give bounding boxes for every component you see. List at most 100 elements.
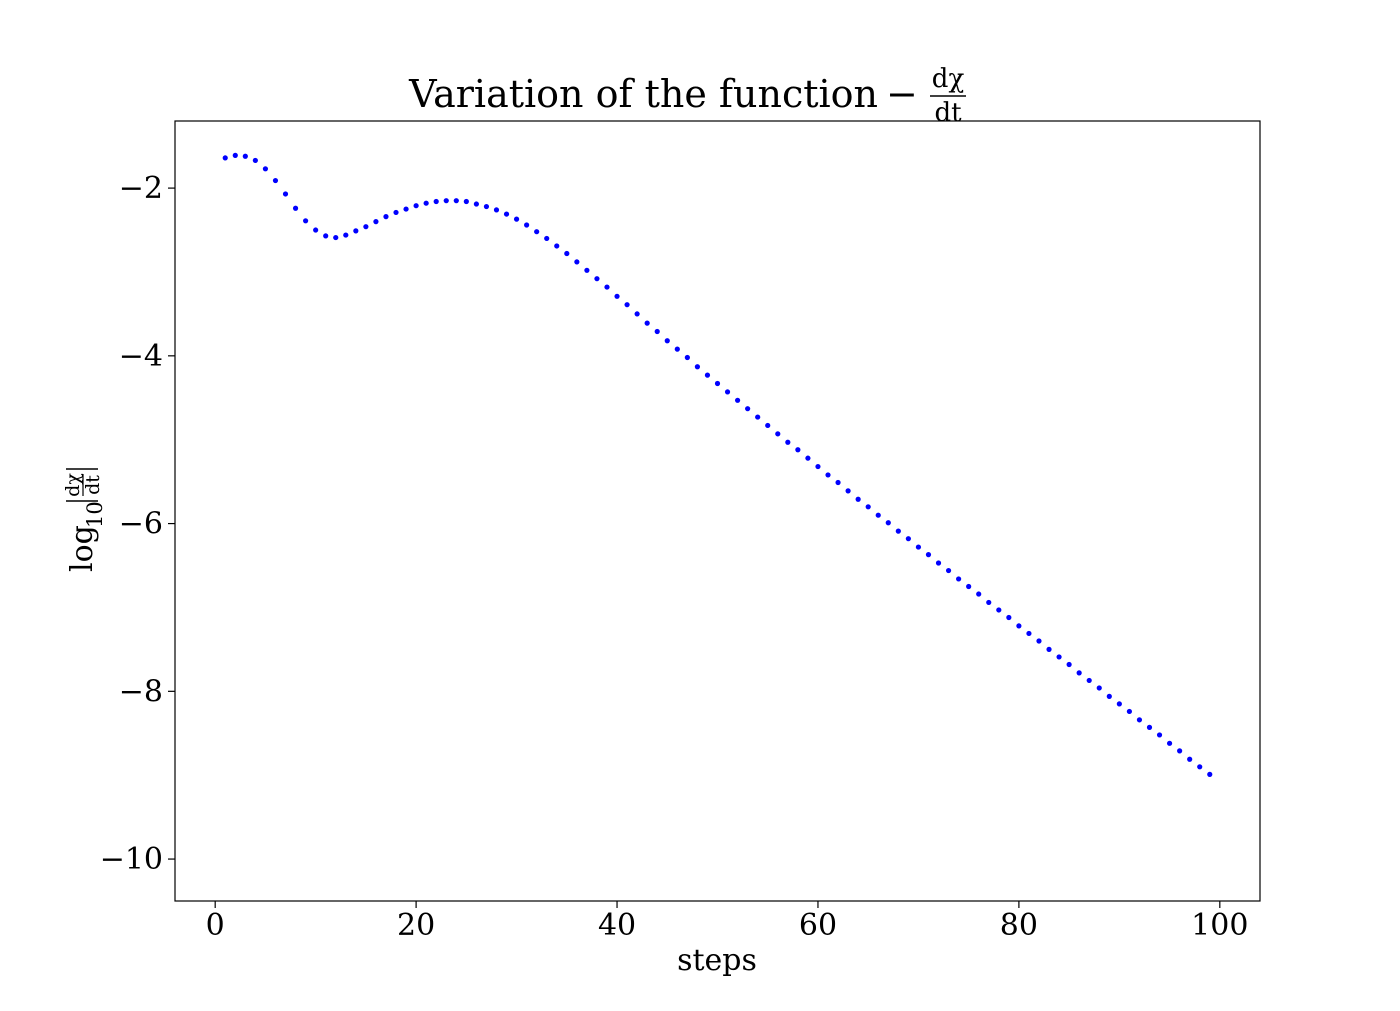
data-point [1106, 693, 1112, 699]
data-point [303, 218, 309, 224]
x-tick-label: 20 [397, 908, 435, 943]
data-point [654, 328, 660, 335]
y-axis-label-fraction-numerator: dχ [62, 473, 84, 497]
y-axis-label-fraction-denominator: dt [82, 475, 104, 495]
data-point [996, 607, 1002, 613]
data-point [1146, 724, 1153, 730]
data-point [865, 504, 871, 510]
data-point [373, 219, 379, 225]
data-point [1126, 708, 1132, 715]
x-tick-label: 40 [598, 908, 636, 943]
data-point [363, 224, 369, 230]
data-point [1086, 677, 1092, 684]
chart-title-fraction-denominator: dt [934, 98, 962, 128]
data-point [704, 372, 711, 378]
data-point [624, 302, 630, 308]
data-point [524, 222, 530, 228]
data-point [845, 488, 851, 494]
data-point [724, 389, 731, 395]
data-point [1036, 638, 1042, 644]
data-point [1156, 732, 1163, 738]
y-tick-label: −6 [119, 507, 163, 542]
data-point [835, 479, 841, 486]
data-point [684, 354, 690, 361]
data-point [1066, 661, 1072, 668]
data-point [292, 205, 299, 211]
data-point [795, 447, 801, 453]
data-point [755, 414, 761, 420]
data-point [945, 567, 952, 574]
data-point [815, 463, 821, 470]
data-point [493, 207, 500, 213]
data-point [734, 397, 741, 403]
data-point [443, 198, 449, 204]
chart-title-minus-sign: − [886, 72, 918, 116]
data-point [915, 544, 922, 550]
x-axis-label: steps [677, 943, 757, 978]
data-point [986, 599, 992, 606]
data-point [343, 232, 349, 238]
y-tick-label: −10 [100, 842, 163, 877]
data-point [544, 235, 550, 242]
chart-title: Variation of the function − dχ dt [408, 64, 966, 128]
data-point [604, 284, 610, 290]
data-point [1016, 623, 1022, 629]
data-point [1207, 771, 1213, 777]
y-tick-label: −8 [119, 674, 163, 709]
data-point [353, 228, 359, 234]
data-point [473, 201, 479, 207]
data-point [1187, 756, 1193, 762]
y-axis-label-log: log [65, 525, 100, 572]
data-point [433, 198, 439, 205]
data-point [805, 455, 811, 461]
data-point [875, 512, 881, 518]
data-point [423, 200, 429, 206]
x-tick-label: 80 [1000, 908, 1038, 943]
y-axis-label-subscript: 10 [83, 501, 107, 528]
data-point [825, 472, 831, 478]
data-point [282, 191, 289, 197]
data-point [503, 211, 510, 217]
data-point [1197, 764, 1203, 770]
y-tick-label: −2 [119, 171, 163, 206]
data-point [935, 560, 942, 566]
y-axis-label: log 10 dχ dt [62, 468, 107, 572]
data-point [564, 250, 570, 257]
data-point [403, 206, 409, 212]
data-point [785, 439, 791, 445]
data-point [222, 155, 228, 161]
data-point [905, 536, 911, 542]
data-point [614, 293, 620, 299]
data-point [463, 198, 469, 205]
y-tick-label: −4 [119, 339, 163, 374]
chart-title-text: Variation of the function [408, 72, 878, 116]
data-point [333, 234, 339, 241]
data-point [745, 406, 751, 412]
data-point [574, 259, 580, 265]
data-point [453, 198, 459, 204]
data-point [513, 216, 520, 222]
data-point [1136, 717, 1143, 723]
data-point [393, 209, 399, 216]
data-point [1026, 630, 1032, 637]
data-point [1056, 654, 1062, 660]
data-point [313, 227, 319, 233]
data-point [262, 166, 269, 172]
data-point [413, 203, 419, 209]
data-point [634, 311, 640, 317]
data-point [232, 152, 238, 158]
data-point [1076, 670, 1082, 676]
data-point [1046, 646, 1052, 652]
data-point [272, 177, 279, 184]
plot-area-frame [174, 120, 1261, 902]
data-point [855, 496, 861, 502]
data-point [956, 576, 962, 582]
data-point [885, 520, 891, 526]
data-point [383, 214, 389, 220]
data-point [594, 276, 600, 282]
chart-title-fraction-numerator: dχ [932, 64, 965, 94]
data-point [252, 157, 258, 164]
x-tick-label: 60 [799, 908, 837, 943]
